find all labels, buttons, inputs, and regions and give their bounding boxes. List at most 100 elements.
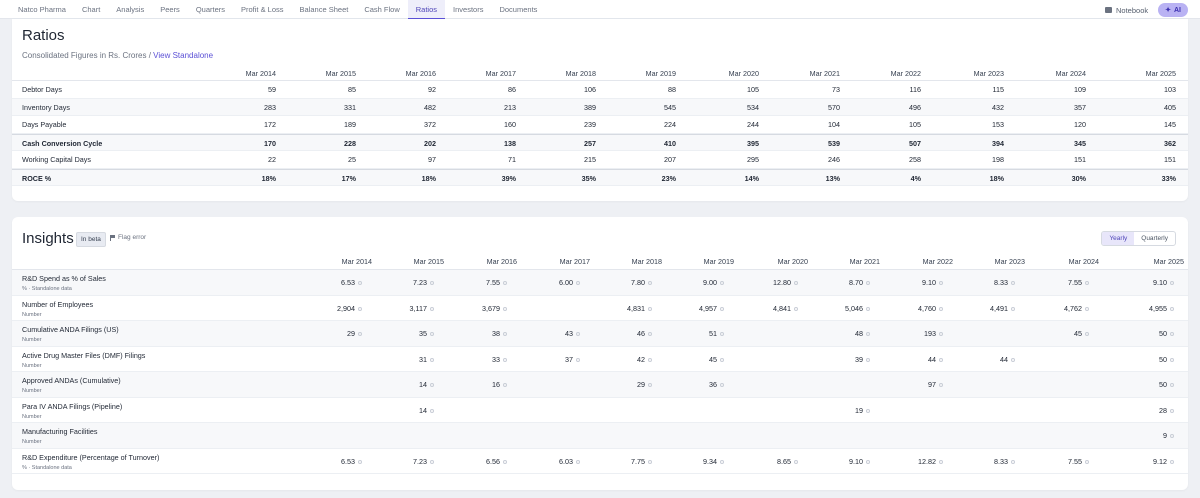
insight-cell[interactable]: 38 — [441, 321, 507, 347]
info-circle-icon[interactable] — [430, 459, 434, 464]
info-circle-icon[interactable] — [1085, 281, 1089, 286]
insight-cell[interactable]: 51 — [658, 321, 724, 347]
insight-cell[interactable]: 4,831 — [586, 296, 652, 322]
insight-cell[interactable]: 44 — [877, 347, 943, 373]
insight-cell[interactable]: 14 — [368, 398, 434, 424]
insight-cell[interactable]: 2,904 — [296, 296, 362, 322]
info-circle-icon[interactable] — [720, 306, 724, 311]
insight-cell[interactable]: 7.55 — [1023, 270, 1089, 296]
info-circle-icon[interactable] — [648, 306, 652, 311]
info-circle-icon[interactable] — [503, 383, 507, 388]
insight-cell[interactable]: 50 — [1108, 321, 1174, 347]
info-circle-icon[interactable] — [648, 281, 652, 286]
insight-cell[interactable]: 35 — [368, 321, 434, 347]
insight-cell[interactable]: 8.65 — [732, 449, 798, 475]
insight-cell[interactable]: 43 — [514, 321, 580, 347]
info-circle-icon[interactable] — [1170, 332, 1174, 337]
info-circle-icon[interactable] — [939, 459, 943, 464]
insight-cell[interactable]: 48 — [804, 321, 870, 347]
info-circle-icon[interactable] — [866, 332, 870, 337]
info-circle-icon[interactable] — [576, 357, 580, 362]
insight-cell[interactable]: 7.23 — [368, 449, 434, 475]
insight-cell[interactable]: 12.82 — [877, 449, 943, 475]
insight-cell[interactable]: 3,117 — [368, 296, 434, 322]
flag-error-button[interactable]: Flag error — [110, 234, 146, 241]
info-circle-icon[interactable] — [503, 357, 507, 362]
insight-cell[interactable]: 3,679 — [441, 296, 507, 322]
insight-cell[interactable]: 4,760 — [877, 296, 943, 322]
info-circle-icon[interactable] — [430, 281, 434, 286]
insight-cell[interactable]: 9.10 — [804, 449, 870, 475]
info-circle-icon[interactable] — [576, 459, 580, 464]
info-circle-icon[interactable] — [720, 357, 724, 362]
nav-item-balance-sheet[interactable]: Balance Sheet — [299, 4, 349, 14]
info-circle-icon[interactable] — [1011, 306, 1015, 311]
info-circle-icon[interactable] — [503, 281, 507, 286]
insight-cell[interactable]: 44 — [949, 347, 1015, 373]
info-circle-icon[interactable] — [576, 281, 580, 286]
insight-cell[interactable]: 37 — [514, 347, 580, 373]
insight-cell[interactable]: 4,491 — [949, 296, 1015, 322]
info-circle-icon[interactable] — [430, 332, 434, 337]
insight-cell[interactable]: 7.55 — [441, 270, 507, 296]
info-circle-icon[interactable] — [1170, 434, 1174, 439]
info-circle-icon[interactable] — [430, 357, 434, 362]
info-circle-icon[interactable] — [866, 357, 870, 362]
insight-cell[interactable]: 97 — [877, 372, 943, 398]
info-circle-icon[interactable] — [939, 383, 943, 388]
insight-cell[interactable]: 7.75 — [586, 449, 652, 475]
insight-cell[interactable]: 16 — [441, 372, 507, 398]
insight-cell[interactable]: 9.10 — [877, 270, 943, 296]
nav-item-investors[interactable]: Investors — [453, 4, 484, 14]
info-circle-icon[interactable] — [430, 306, 434, 311]
yearly-toggle[interactable]: Yearly — [1102, 232, 1135, 245]
info-circle-icon[interactable] — [794, 281, 798, 286]
ai-button[interactable]: ✦ AI — [1158, 3, 1188, 17]
insight-cell[interactable]: 9.00 — [658, 270, 724, 296]
info-circle-icon[interactable] — [1170, 281, 1174, 286]
info-circle-icon[interactable] — [1170, 383, 1174, 388]
insight-cell[interactable]: 4,841 — [732, 296, 798, 322]
info-circle-icon[interactable] — [648, 459, 652, 464]
info-circle-icon[interactable] — [358, 459, 362, 464]
info-circle-icon[interactable] — [1011, 357, 1015, 362]
info-circle-icon[interactable] — [1170, 408, 1174, 413]
insight-cell[interactable]: 7.80 — [586, 270, 652, 296]
info-circle-icon[interactable] — [720, 383, 724, 388]
notebook-button[interactable]: Notebook — [1105, 6, 1148, 15]
info-circle-icon[interactable] — [503, 306, 507, 311]
info-circle-icon[interactable] — [1085, 332, 1089, 337]
insight-cell[interactable]: 45 — [658, 347, 724, 373]
insight-cell[interactable]: 8.33 — [949, 270, 1015, 296]
insight-cell[interactable]: 4,762 — [1023, 296, 1089, 322]
insight-cell[interactable]: 9 — [1108, 423, 1174, 449]
insight-cell[interactable]: 29 — [586, 372, 652, 398]
nav-item-profit-loss[interactable]: Profit & Loss — [241, 4, 284, 14]
nav-item-ratios[interactable]: Ratios — [407, 0, 446, 20]
info-circle-icon[interactable] — [720, 281, 724, 286]
insight-cell[interactable]: 14 — [368, 372, 434, 398]
info-circle-icon[interactable] — [648, 357, 652, 362]
insight-cell[interactable]: 50 — [1108, 347, 1174, 373]
info-circle-icon[interactable] — [1170, 357, 1174, 362]
info-circle-icon[interactable] — [720, 459, 724, 464]
info-circle-icon[interactable] — [794, 306, 798, 311]
insight-cell[interactable]: 8.70 — [804, 270, 870, 296]
insight-cell[interactable]: 28 — [1108, 398, 1174, 424]
info-circle-icon[interactable] — [1170, 306, 1174, 311]
insight-cell[interactable]: 6.03 — [514, 449, 580, 475]
nav-item-analysis[interactable]: Analysis — [116, 4, 145, 14]
nav-item-quarters[interactable]: Quarters — [195, 4, 225, 14]
info-circle-icon[interactable] — [1011, 281, 1015, 286]
insight-cell[interactable]: 31 — [368, 347, 434, 373]
info-circle-icon[interactable] — [939, 332, 943, 337]
info-circle-icon[interactable] — [576, 332, 580, 337]
info-circle-icon[interactable] — [648, 332, 652, 337]
info-circle-icon[interactable] — [720, 332, 724, 337]
info-circle-icon[interactable] — [866, 408, 870, 413]
info-circle-icon[interactable] — [1011, 459, 1015, 464]
nav-item-peers[interactable]: Peers — [160, 4, 180, 14]
insight-cell[interactable]: 36 — [658, 372, 724, 398]
insight-cell[interactable]: 4,957 — [658, 296, 724, 322]
insight-cell[interactable]: 39 — [804, 347, 870, 373]
